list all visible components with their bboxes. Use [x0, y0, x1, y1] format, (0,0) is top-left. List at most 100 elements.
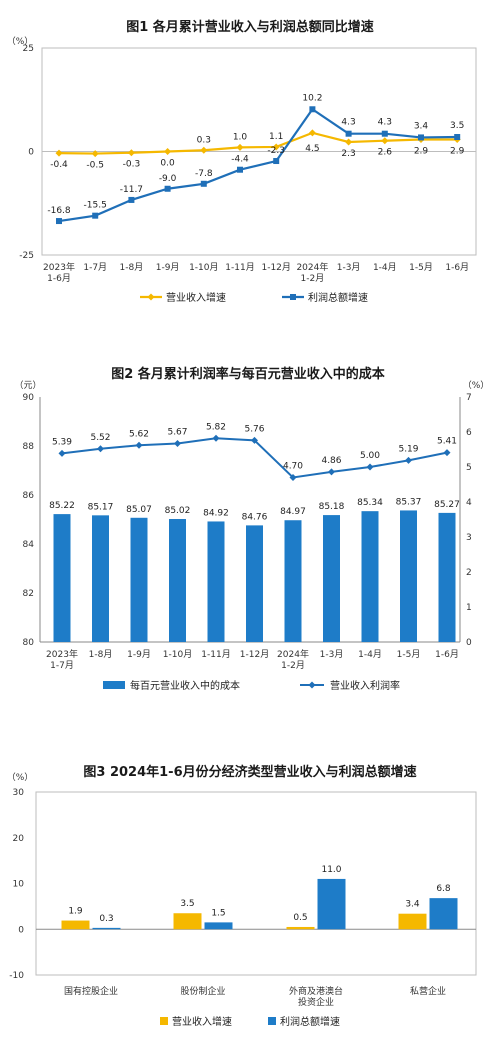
chart-1-revenue-point [236, 143, 244, 151]
chart-1-revenue-data-label: 0.3 [197, 135, 211, 145]
chart-1-y-tick-label: 25 [23, 44, 34, 54]
chart-1-title: 图1 各月累计营业收入与利润总额同比增速 [126, 19, 374, 35]
chart-1-revenue-data-label: 0.0 [160, 159, 175, 169]
chart-1-y-tick-label: 0 [28, 148, 34, 158]
chart-1-x-tick-label: 2024年 [296, 261, 328, 273]
chart-2-margin-data-label: 5.52 [90, 433, 110, 443]
chart-1-x-tick-label: 1-3月 [337, 262, 361, 273]
chart-2-cost-bar [438, 512, 456, 642]
chart-3-profit-bar [92, 927, 121, 930]
chart-1-revenue-point [272, 143, 280, 151]
chart-2-legend-cost-swatch [103, 681, 125, 689]
chart-2-cost-data-label: 84.76 [242, 512, 268, 522]
chart-1-revenue-point [381, 137, 389, 145]
chart-1-x-tick-label: 2023年 [43, 261, 75, 273]
chart-2-legend-cost-label: 每百元营业收入中的成本 [130, 679, 240, 692]
chart-3-legend-profit-swatch [268, 1017, 276, 1025]
chart-1-profit-data-label: -9.0 [159, 174, 177, 184]
chart-2-margin-data-label: 5.39 [52, 437, 72, 447]
chart-2-y-right-tick-label: 1 [466, 603, 472, 613]
chart-2-x-tick-label: 2024年 [277, 648, 309, 660]
chart-1-revenue-data-label: -0.5 [86, 161, 104, 171]
chart-2-cost-data-label: 85.34 [357, 498, 383, 508]
chart-2-y-right-tick-label: 7 [466, 393, 472, 403]
chart-1-revenue-point [55, 149, 63, 157]
chart-1-profit-data-label: 4.3 [341, 118, 355, 128]
chart-3-revenue-data-label: 3.4 [405, 900, 420, 910]
chart-2-cost-data-label: 85.37 [396, 497, 422, 507]
chart-2-x-tick-label: 2023年 [46, 648, 78, 660]
chart-3-revenue-bar [173, 913, 202, 930]
chart-2-y-left-tick-label: 90 [23, 393, 35, 403]
chart-1-legend-profit-marker [290, 294, 296, 300]
chart-1-profit-point [454, 134, 461, 141]
chart-3-revenue-data-label: 1.9 [68, 907, 83, 917]
chart-3-revenue-bar [61, 920, 90, 930]
chart-3-plot-frame [35, 791, 477, 976]
chart-2-x-tick-label: 1-2月 [281, 660, 305, 671]
chart-2-y-left-tick-label: 84 [23, 540, 35, 550]
chart-3-legend-revenue-swatch [160, 1017, 168, 1025]
chart-2-x-tick-label: 1-10月 [163, 649, 192, 660]
chart-1-profit-point [381, 130, 388, 137]
chart-1-x-tick-label: 1-10月 [189, 262, 218, 273]
chart-2-margin-data-label: 5.00 [360, 451, 380, 461]
chart-1-legend-revenue-label: 营业收入增速 [166, 291, 226, 304]
chart-1-revenue-data-label: 1.0 [233, 132, 248, 142]
chart-2-cost-bar [92, 515, 109, 642]
chart-3-legend-profit-label: 利润总额增速 [280, 1015, 340, 1028]
chart-1-profit-point [345, 130, 352, 137]
chart-1-revenue-data-label: 2.9 [450, 146, 465, 156]
chart-2-cost-data-label: 85.27 [434, 500, 460, 510]
chart-1-profit-data-label: -15.5 [84, 201, 107, 211]
chart-2-margin-data-label: 5.67 [167, 428, 187, 438]
chart-3-x-tick-label: 外商及港澳台 [289, 985, 343, 997]
chart-1-revenue-data-label: -0.3 [123, 160, 141, 170]
chart-1-revenue-point [127, 149, 135, 157]
chart-1-profit-point [92, 212, 99, 219]
chart-2-y-left-unit: （元） [14, 380, 41, 391]
chart-2-margin-point [212, 434, 220, 442]
chart-1-y-tick-label: -25 [19, 251, 34, 261]
chart-2-margin-data-label: 5.19 [398, 444, 418, 454]
chart-1-revenue-data-label: -0.4 [50, 160, 68, 170]
chart-2-y-right-tick-label: 2 [466, 568, 472, 578]
chart-2-x-tick-label: 1-6月 [435, 649, 459, 660]
chart-3-revenue-bar [398, 913, 427, 930]
chart-2-y-right-tick-label: 0 [466, 638, 472, 648]
chart-1-profit-point [56, 218, 62, 225]
chart-2-y-right-tick-label: 3 [466, 533, 472, 543]
chart-1-profit-point [237, 166, 243, 173]
chart-1-revenue-data-label: 2.3 [341, 149, 355, 159]
chart-2-x-tick-label: 1-9月 [127, 649, 151, 660]
chart-2-y-left-tick-label: 86 [23, 491, 35, 501]
chart-1-profit-point [309, 106, 316, 113]
chart-2-cost-data-label: 84.92 [203, 508, 229, 518]
chart-2-cost-bar [207, 521, 225, 642]
chart-1-x-tick-label: 1-8月 [120, 262, 144, 273]
chart-3-x-tick-label: 股份制企业 [180, 985, 225, 997]
chart-2-y-right-tick-label: 5 [466, 463, 472, 473]
chart-1-profit-data-label: 3.4 [414, 121, 429, 131]
chart-2-margin-point [289, 474, 297, 481]
chart-2-x-tick-label: 1-12月 [240, 649, 269, 660]
chart-2-cost-bar [169, 519, 186, 642]
chart-1-x-tick-label: 1-7月 [83, 262, 107, 273]
chart-1-profit-data-label: -16.8 [47, 206, 71, 216]
chart-2-margin-point [405, 456, 412, 464]
chart-2-y-left-tick-label: 88 [23, 442, 35, 452]
chart-2-cost-data-label: 85.02 [165, 506, 191, 516]
chart-3-y-tick-label: 20 [13, 834, 25, 844]
chart-2-margin-data-label: 5.76 [244, 424, 264, 434]
chart-2-cost-data-label: 85.22 [49, 501, 75, 511]
chart-1-profit-point [418, 134, 424, 141]
chart-3-y-unit: （%） [7, 772, 34, 783]
chart-3-revenue-bar [286, 926, 315, 930]
chart-2-x-tick-label: 1-11月 [201, 649, 230, 660]
chart-2-title: 图2 各月累计利润率与每百元营业收入中的成本 [111, 366, 385, 382]
chart-2-cost-bar [246, 525, 263, 642]
chart-3-legend-revenue-label: 营业收入增速 [172, 1015, 232, 1028]
chart-3-revenue-data-label: 3.5 [180, 899, 194, 909]
chart-1-profit-point [128, 196, 135, 203]
chart-2-cost-bar [400, 510, 417, 642]
